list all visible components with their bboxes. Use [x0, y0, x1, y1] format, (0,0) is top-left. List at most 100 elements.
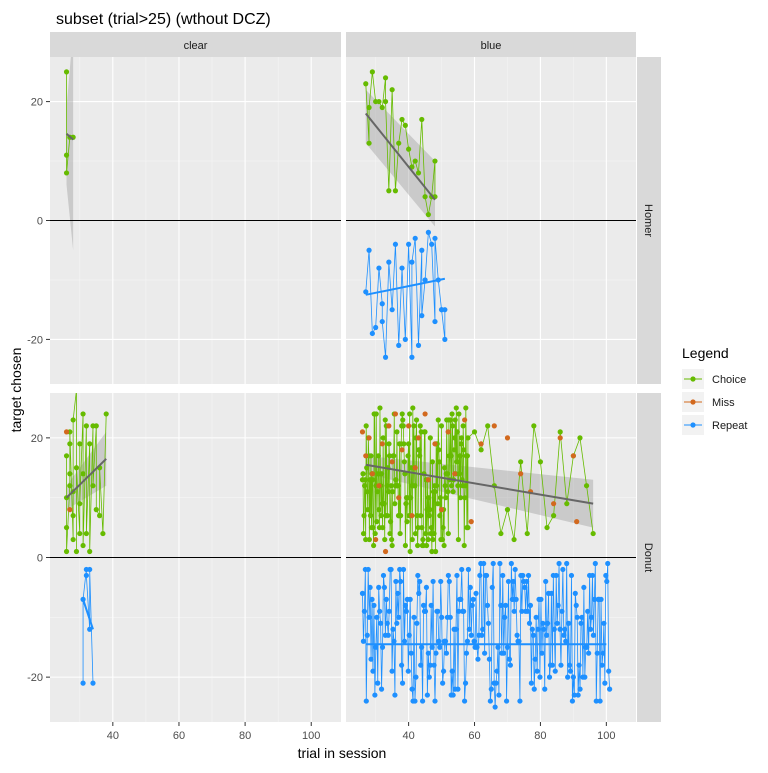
facet-label-clear: clear — [184, 40, 208, 52]
choice-point — [399, 116, 405, 123]
choice-point — [457, 495, 464, 501]
repeat-point — [395, 590, 401, 596]
repeat-point — [601, 620, 607, 626]
choice-point — [364, 489, 370, 495]
miss-point — [462, 417, 468, 423]
choice-point — [395, 483, 401, 489]
choice-point — [97, 513, 103, 519]
repeat-point — [512, 566, 518, 573]
repeat-point — [474, 644, 480, 650]
repeat-point — [87, 626, 93, 632]
repeat-point — [397, 566, 403, 573]
choice-point — [551, 513, 557, 519]
choice-point — [440, 524, 446, 531]
choice-point — [464, 453, 471, 459]
choice-point — [442, 483, 448, 489]
legend-key-point — [690, 399, 696, 405]
choice-point — [100, 530, 106, 537]
choice-point — [504, 507, 511, 513]
repeat-point — [520, 572, 526, 579]
choice-point — [449, 411, 455, 417]
repeat-point — [382, 354, 389, 360]
choice-point — [362, 477, 368, 483]
repeat-point — [591, 596, 597, 602]
choice-point — [387, 519, 394, 525]
repeat-point — [369, 330, 375, 337]
repeat-point — [369, 596, 375, 602]
repeat-point — [462, 680, 469, 686]
choice-point — [442, 465, 448, 471]
choice-point — [462, 495, 468, 501]
choice-point — [452, 435, 458, 441]
repeat-point — [425, 229, 431, 235]
choice-point — [402, 122, 408, 128]
choice-point — [461, 447, 467, 453]
choice-point — [557, 429, 563, 435]
choice-point — [385, 489, 392, 495]
choice-point — [426, 495, 432, 501]
repeat-point — [552, 668, 558, 674]
choice-point — [436, 459, 442, 465]
choice-point — [401, 441, 407, 447]
repeat-point — [479, 632, 485, 638]
choice-point — [380, 524, 386, 531]
repeat-point — [534, 668, 540, 674]
repeat-point — [402, 336, 408, 343]
repeat-point — [446, 578, 452, 585]
repeat-point — [558, 662, 564, 668]
repeat-point — [486, 656, 492, 662]
choice-point — [453, 405, 459, 411]
choice-point — [583, 483, 590, 489]
repeat-point — [503, 698, 510, 704]
repeat-point — [528, 680, 534, 686]
choice-point — [77, 441, 83, 447]
choice-point — [379, 104, 385, 111]
repeat-point — [599, 662, 605, 668]
x-tick-label: 100 — [302, 730, 320, 742]
miss-point — [445, 429, 451, 435]
repeat-point — [373, 324, 379, 331]
repeat-point — [411, 614, 417, 620]
choice-point — [478, 447, 484, 453]
repeat-point — [516, 638, 522, 644]
repeat-point — [389, 668, 395, 674]
repeat-point — [507, 662, 513, 668]
choice-point — [386, 441, 392, 447]
miss-point — [389, 459, 395, 465]
choice-point — [409, 536, 415, 543]
repeat-point — [494, 668, 500, 674]
choice-point — [428, 524, 434, 531]
repeat-point — [440, 680, 446, 686]
facet-strip-Donut — [637, 393, 661, 722]
choice-point — [80, 542, 86, 549]
repeat-point — [490, 560, 496, 567]
repeat-point — [470, 596, 476, 602]
x-tick-label: 100 — [597, 730, 615, 742]
repeat-point — [496, 692, 502, 698]
repeat-point — [426, 674, 432, 680]
facet-label-Donut: Donut — [642, 543, 654, 572]
choice-smooth-line — [365, 463, 594, 505]
miss-point — [373, 536, 379, 543]
choice-point — [419, 116, 425, 123]
repeat-point — [420, 602, 427, 608]
repeat-point — [485, 620, 492, 626]
repeat-point — [445, 572, 451, 579]
repeat-point — [412, 698, 418, 704]
choice-point — [511, 536, 517, 543]
choice-point — [363, 423, 369, 429]
panels-layer: clear blue Homer Donut — [50, 32, 661, 722]
choice-point — [564, 501, 570, 507]
repeat-point — [548, 590, 555, 596]
repeat-point — [399, 680, 406, 686]
repeat-point — [509, 596, 515, 602]
repeat-point — [430, 578, 436, 585]
repeat-point — [567, 668, 574, 674]
repeat-point — [391, 638, 397, 644]
repeat-point — [484, 602, 491, 608]
choice-point — [90, 483, 96, 489]
repeat-point — [529, 626, 535, 632]
choice-point — [405, 453, 411, 459]
repeat-point — [565, 674, 571, 680]
choice-point — [425, 211, 431, 218]
